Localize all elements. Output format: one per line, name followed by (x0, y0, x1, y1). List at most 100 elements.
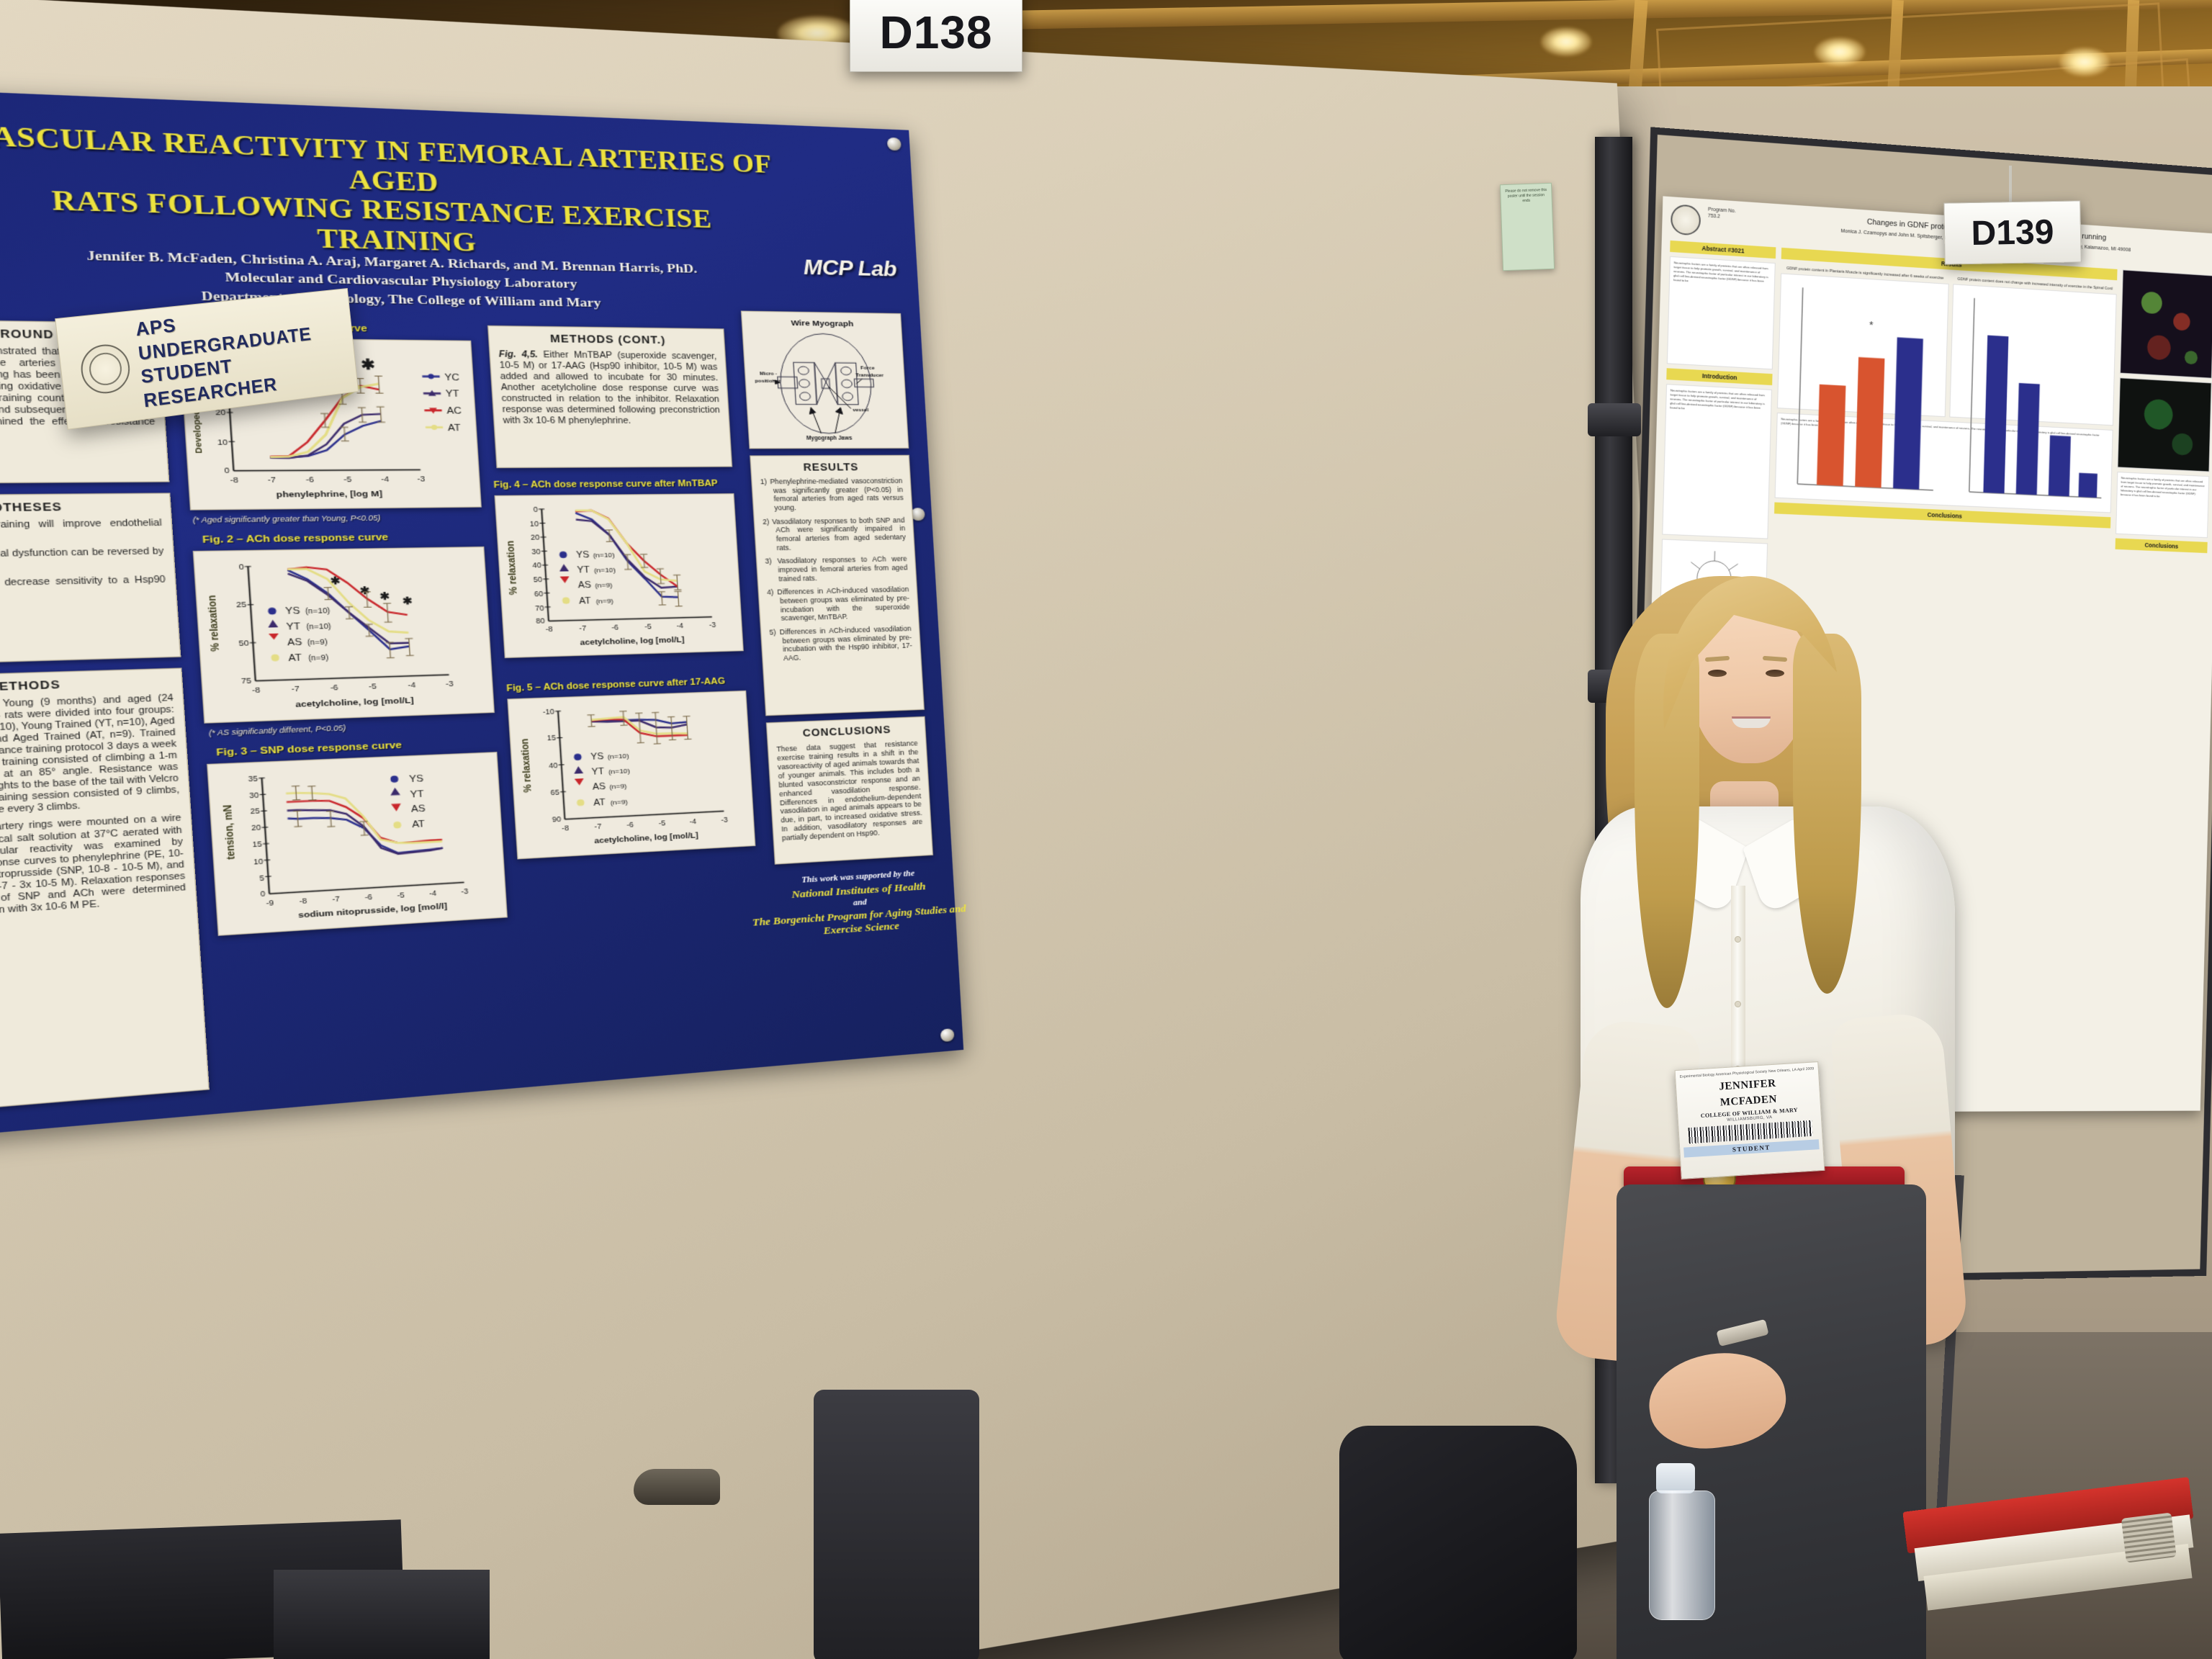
aps-seal-icon (78, 342, 132, 397)
svg-text:-3: -3 (721, 817, 728, 824)
svg-text:AT: AT (579, 596, 591, 606)
svg-text:-9: -9 (266, 899, 274, 908)
svg-text:Mygograph Jaws: Mygograph Jaws (806, 436, 853, 441)
neighbor-micrograph-1 (2120, 269, 2212, 379)
svg-text:60: 60 (534, 590, 544, 598)
pushpin-icon (940, 1028, 955, 1043)
svg-text:-7: -7 (291, 685, 300, 694)
session-note-sticker: Please do not remove this poster until t… (1499, 182, 1555, 271)
svg-text:AS: AS (578, 580, 592, 590)
background-person-shoe (634, 1469, 720, 1505)
svg-text:(n=9): (n=9) (595, 597, 613, 605)
booth-number-near-label: D138 (879, 6, 993, 58)
svg-text:25: 25 (250, 807, 260, 816)
svg-text:-4: -4 (429, 889, 437, 897)
svg-text:-4: -4 (408, 681, 416, 690)
conclusions-box: CONCLUSIONS These data suggest that resi… (765, 716, 934, 865)
fig4-caption: Fig. 4 – ACh dose response curve after M… (493, 478, 719, 490)
fig2-footnote: (* AS significantly different, P<0.05) (208, 723, 346, 738)
main-poster-board: WILLIAM & MARY VASCULAR REACTIVITY IN FE… (0, 0, 1695, 1659)
svg-text:-5: -5 (397, 891, 405, 899)
result-item: 2) Vasodilatory responses to both SNP an… (762, 516, 907, 552)
methods-para2-body: Rat femoral artery rings were mounted on… (0, 814, 186, 922)
methods-cont-body: Either MnTBAP (superoxide scavenger, 10-… (499, 350, 721, 426)
svg-text:(n=10): (n=10) (608, 767, 631, 775)
svg-text:Transducer: Transducer (855, 373, 884, 378)
spiral-binding (2121, 1512, 2177, 1563)
research-poster: WILLIAM & MARY VASCULAR REACTIVITY IN FE… (0, 84, 966, 1145)
svg-text:35: 35 (248, 775, 258, 783)
svg-text:AT: AT (412, 819, 426, 830)
conclusions-text: These data suggest that resistance exerc… (776, 739, 923, 842)
svg-text:YS: YS (576, 551, 590, 560)
neighbor-abstract-heading: Abstract #3021 (1670, 240, 1776, 259)
fig4-chart: 0 10 20 30 40 50 60 70 80 -8 -7 -6 - (504, 494, 716, 647)
svg-text:-8: -8 (562, 824, 569, 832)
svg-text:30: 30 (531, 548, 541, 556)
svg-text:(n=9): (n=9) (595, 581, 613, 589)
results-box: RESULTS 1) Phenylephrine-mediated vasoco… (750, 454, 925, 716)
svg-text:15: 15 (252, 840, 262, 849)
ceiling-light-icon (1541, 27, 1591, 56)
fig2-chart: 0 25 50 75 -8 -7 -6 -5 -4 -3 acetylcholine, … (204, 547, 454, 709)
svg-text:-8: -8 (545, 626, 553, 634)
booth-number-sign-near: D138 (850, 0, 1022, 72)
fig2-caption: Fig. 2 – ACh dose response curve (202, 532, 389, 546)
svg-text:-6: -6 (626, 821, 634, 829)
svg-text:✱: ✱ (379, 590, 390, 603)
svg-text:-3: -3 (461, 888, 469, 896)
hypothesis-item: 2) Age-associated endothelial dysfunctio… (0, 547, 164, 562)
svg-text:✱: ✱ (360, 356, 376, 372)
fig4-panel: 0 10 20 30 40 50 60 70 80 -8 -7 -6 - (494, 493, 744, 659)
svg-text:20: 20 (251, 824, 261, 832)
svg-text:Micro -: Micro - (760, 372, 777, 377)
water-bottle-cap (1656, 1463, 1695, 1493)
ceiling-light-icon (1815, 37, 1865, 66)
svg-text:75: 75 (241, 677, 253, 686)
floor-bag (1339, 1426, 1577, 1659)
svg-text:% relaxation: % relaxation (518, 738, 534, 793)
svg-text:(n=9): (n=9) (609, 782, 627, 791)
svg-text:✱: ✱ (359, 585, 370, 597)
result-item: 4) Differences in ACh-induced vasodilati… (766, 585, 910, 623)
booth-number-sign-far: D139 (1943, 200, 2082, 265)
svg-text:YS: YS (590, 752, 604, 762)
svg-text:0: 0 (260, 890, 265, 898)
neighbor-intro-heading: Introduction (1666, 368, 1773, 386)
svg-text:-8: -8 (230, 477, 239, 485)
neighbor-bar-chart-2 (1949, 283, 2117, 426)
svg-text:50: 50 (238, 639, 250, 649)
fig2-panel: 0 25 50 75 -8 -7 -6 -5 -4 -3 acetylcholine, … (192, 546, 495, 724)
svg-text:-3: -3 (417, 475, 426, 484)
svg-text:YS: YS (409, 773, 424, 784)
svg-text:acetylcholine, log [mol/L]: acetylcholine, log [mol/L] (594, 832, 698, 845)
svg-text:AS: AS (410, 803, 426, 814)
svg-text:-5: -5 (369, 683, 377, 691)
neighbor-bar-chart-1: * (1777, 272, 1949, 417)
svg-text:% relaxation: % relaxation (504, 541, 520, 595)
svg-text:(n=10): (n=10) (594, 566, 616, 574)
svg-text:✱: ✱ (403, 595, 413, 608)
svg-text:YT: YT (577, 566, 590, 575)
acknowledgements: This work was supported by the National … (734, 866, 982, 943)
svg-text:(n=9): (n=9) (610, 798, 628, 806)
neighbor-intro-body: Neurotrophic factors are a family of pro… (1662, 384, 1772, 539)
board-clamp (1588, 403, 1641, 436)
result-item: 5) Differences in ACh-induced vasodilati… (769, 625, 913, 662)
results-heading: RESULTS (803, 461, 859, 474)
svg-text:20: 20 (531, 534, 540, 542)
svg-text:15: 15 (547, 734, 556, 742)
neighbor-conclusions-heading-2: Conclusions (2115, 538, 2208, 554)
fig3-panel: 35 30 25 20 15 10 5 0 -9 -8 -7 -6 -5 -4 -3 (207, 752, 508, 936)
svg-text:-7: -7 (579, 625, 586, 633)
mcp-lab-logo: MCP Lab (802, 254, 898, 282)
svg-text:tension, mN: tension, mN (220, 804, 237, 860)
svg-text:✱: ✱ (330, 575, 341, 587)
svg-text:-10: -10 (542, 708, 554, 716)
presenter-eye-left (1708, 670, 1727, 677)
svg-text:-4: -4 (689, 818, 696, 826)
shirt-button (1735, 1001, 1741, 1007)
svg-text:20: 20 (215, 409, 227, 418)
fig3-caption: Fig. 3 – SNP dose response curve (215, 740, 403, 759)
